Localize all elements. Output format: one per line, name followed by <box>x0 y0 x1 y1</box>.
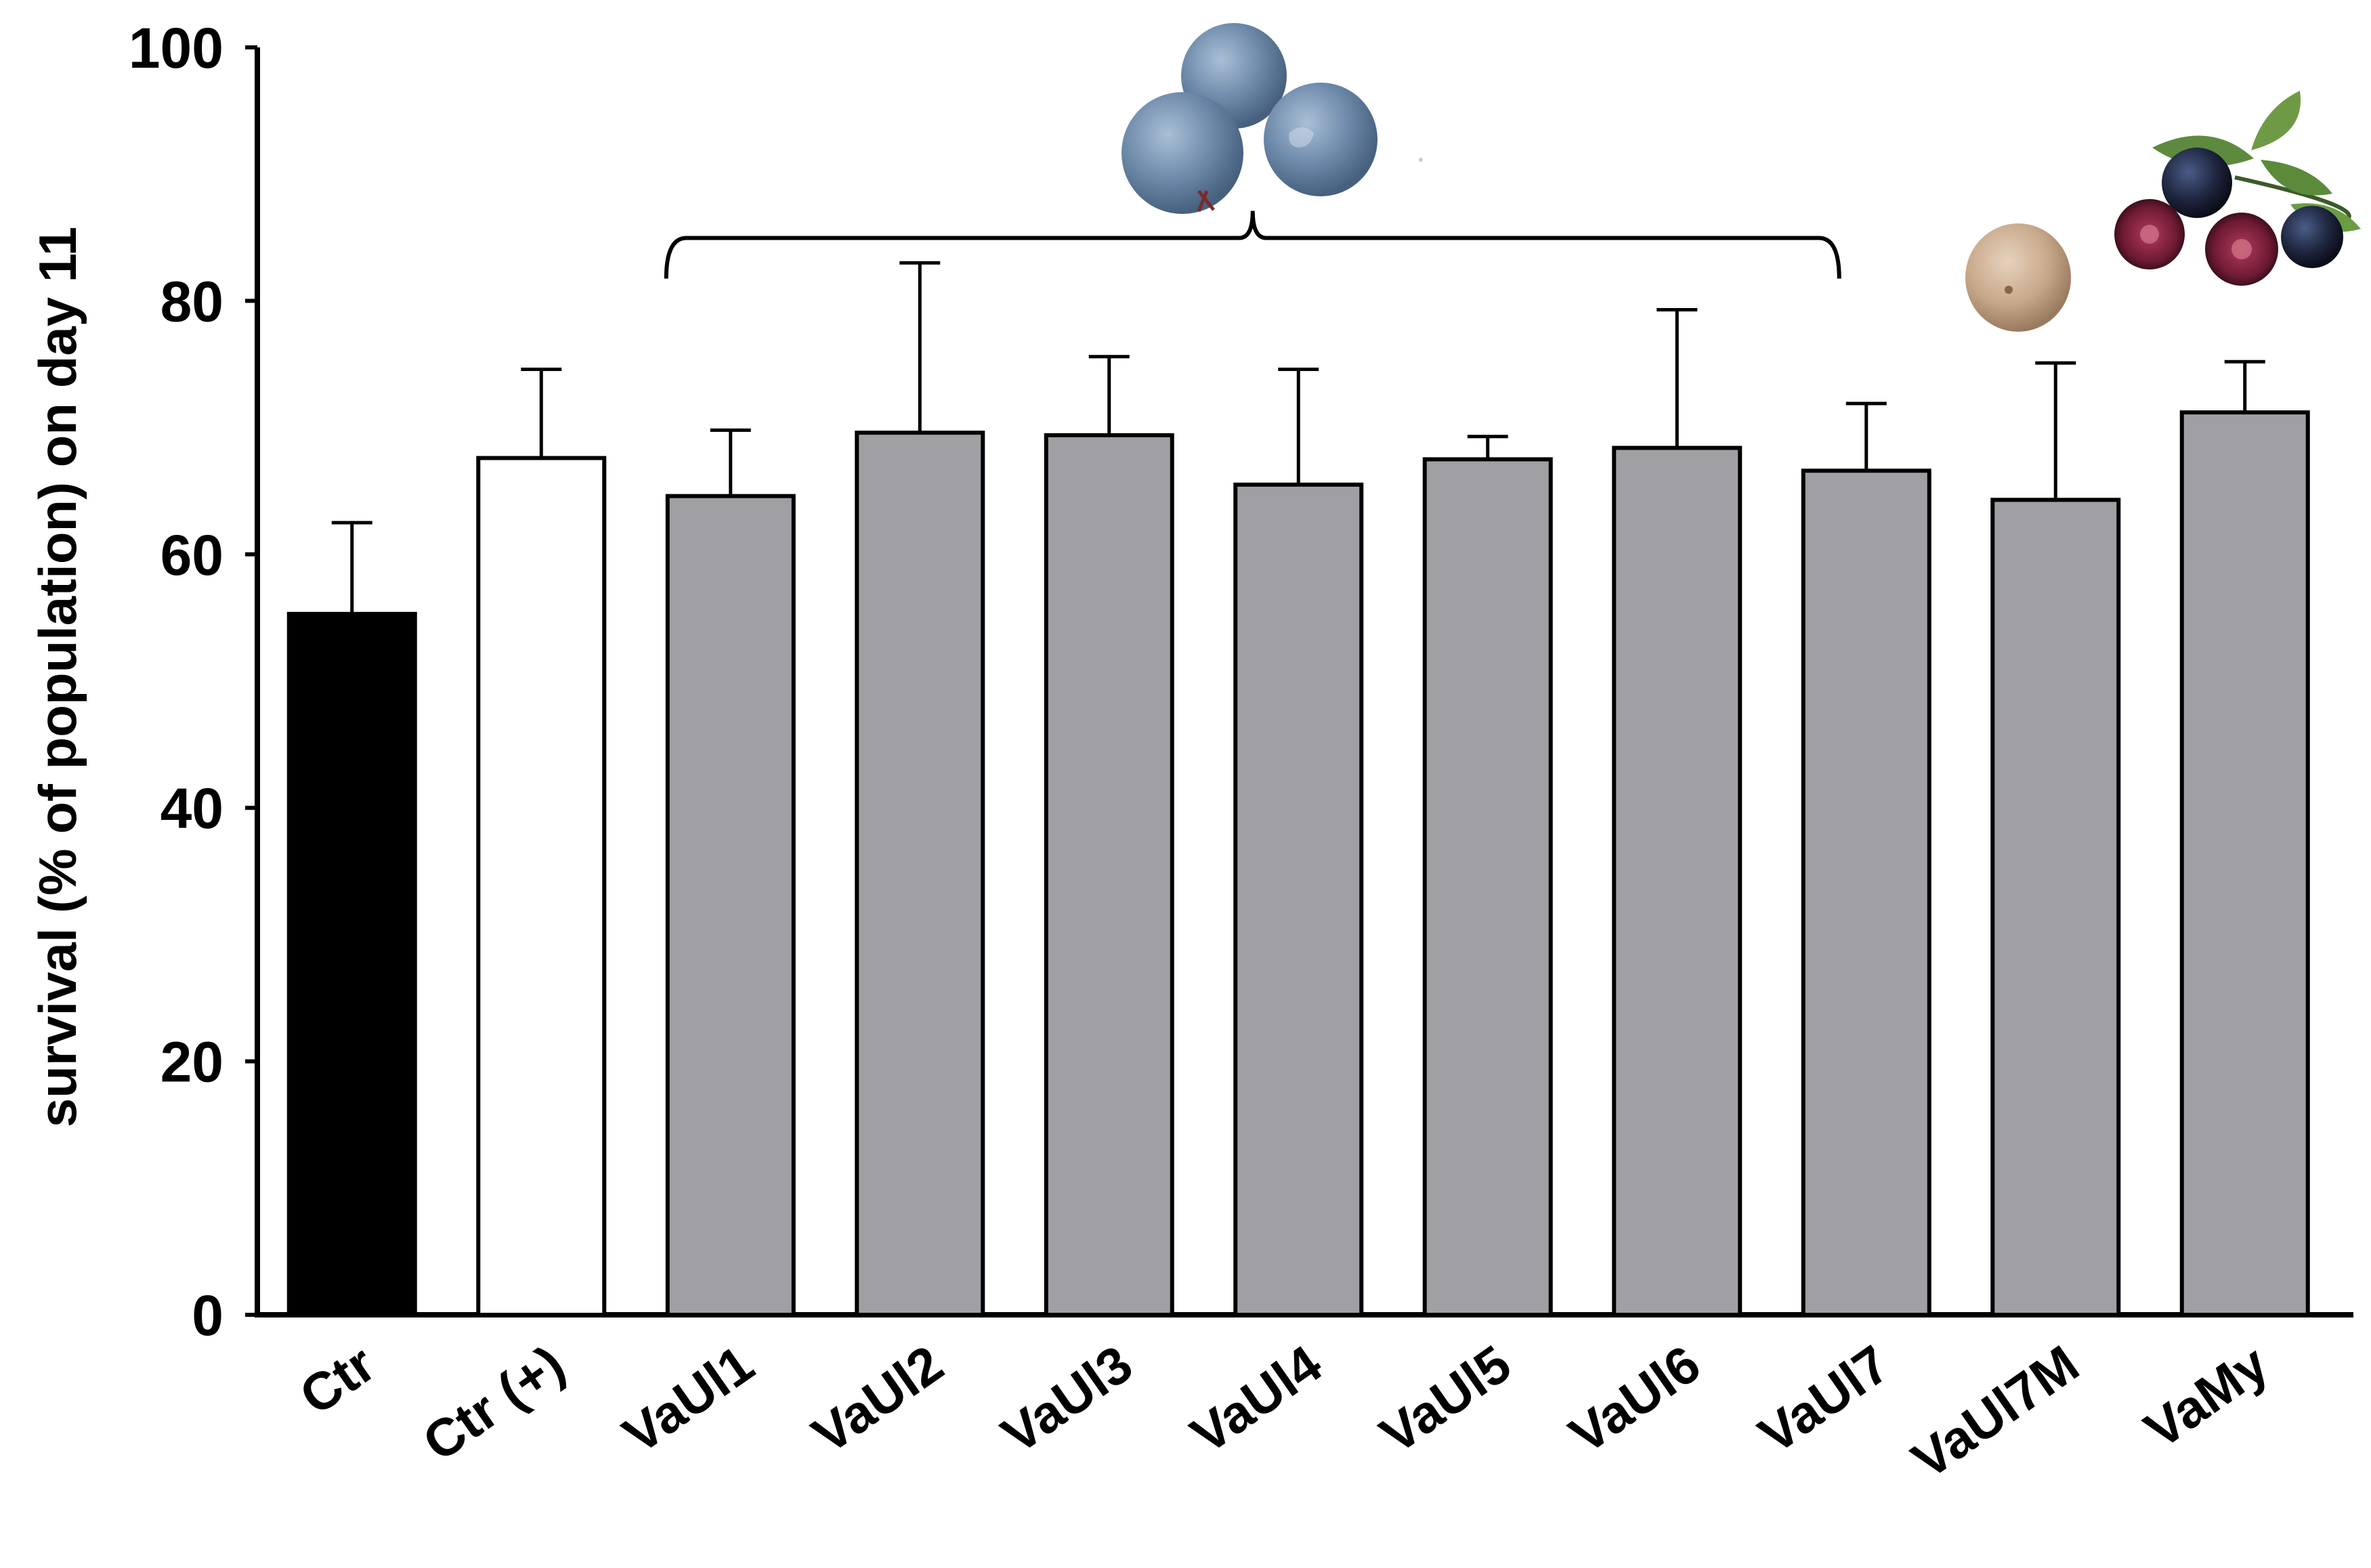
blueberries-picture <box>1122 23 1423 214</box>
bar <box>1422 457 1553 1317</box>
bilberries-picture <box>2114 91 2361 286</box>
pale-berry-picture <box>1965 223 2071 332</box>
y-tick-label: 40 <box>161 777 223 840</box>
x-tick-label: VaUl6 <box>1558 1334 1711 1465</box>
bar <box>2179 410 2310 1317</box>
x-tick-label: VaUl7M <box>1901 1334 2089 1490</box>
bar <box>665 494 796 1317</box>
bar <box>1990 498 2121 1317</box>
x-tick-label: Ctr <box>289 1334 386 1427</box>
bar <box>476 456 607 1317</box>
y-tick-label: 100 <box>129 16 223 80</box>
x-tick-label: VaMy <box>2134 1334 2279 1460</box>
x-tick-label: VaUl5 <box>1369 1334 1522 1465</box>
bar <box>1044 433 1174 1317</box>
x-tick-label: VaUl4 <box>1180 1334 1332 1465</box>
bar <box>1612 445 1743 1317</box>
x-tick-label: VaUl1 <box>612 1334 765 1465</box>
x-tick-label: Ctr (+) <box>412 1334 575 1473</box>
x-tick-label: VaUl7 <box>1748 1334 1900 1465</box>
x-tick-label: VaUl2 <box>801 1334 954 1465</box>
bar <box>286 611 417 1317</box>
y-axis-title: survival (% of population) on day 11 <box>28 227 87 1128</box>
y-tick-label: 80 <box>161 269 223 333</box>
bar <box>1233 482 1364 1317</box>
y-tick-label: 20 <box>161 1030 223 1094</box>
bar <box>1801 469 1931 1317</box>
bar <box>855 431 985 1317</box>
group-bracket <box>664 211 1841 279</box>
y-tick-label: 0 <box>192 1284 223 1347</box>
y-tick-label: 60 <box>161 523 223 587</box>
x-tick-label: VaUl3 <box>991 1334 1143 1465</box>
